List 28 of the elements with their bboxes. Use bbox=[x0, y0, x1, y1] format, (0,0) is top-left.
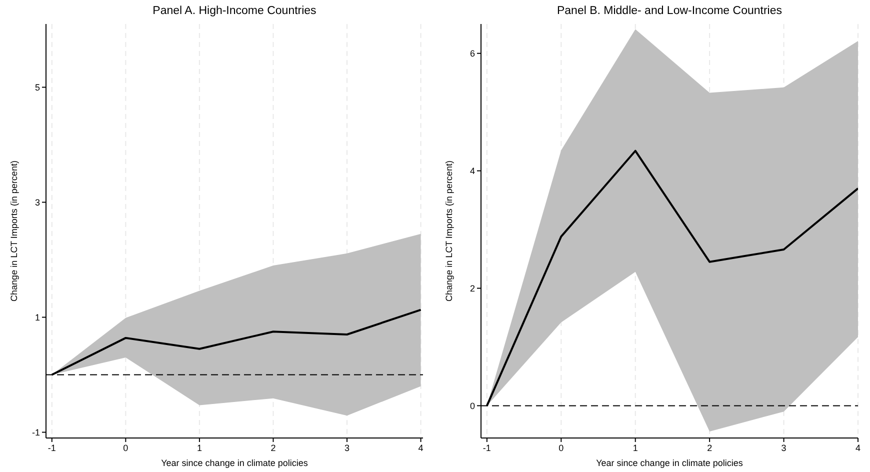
y-tick-label: 5 bbox=[34, 82, 40, 92]
x-tick-label: 1 bbox=[196, 443, 202, 453]
x-tick-label: 0 bbox=[558, 443, 564, 453]
y-tick-label: 1 bbox=[34, 312, 40, 322]
line-series bbox=[486, 150, 858, 407]
chart-title: Panel A. High-Income Countries bbox=[152, 5, 317, 17]
x-tick-label: 2 bbox=[270, 443, 276, 453]
chart-title: Panel B. Middle- and Low-Income Countries bbox=[556, 5, 782, 17]
x-tick-label: -1 bbox=[48, 443, 56, 453]
y-axis-title: Change in LCT Imports (in percent) bbox=[9, 160, 19, 302]
x-tick-label: 1 bbox=[632, 443, 638, 453]
x-tick-label: 3 bbox=[344, 443, 350, 453]
y-tick-label: 2 bbox=[470, 283, 475, 294]
y-tick-label: 6 bbox=[470, 48, 475, 59]
x-tick-label: 4 bbox=[418, 443, 424, 453]
y-tick-label: 3 bbox=[34, 197, 40, 208]
x-tick-label: 4 bbox=[855, 443, 861, 453]
y-tick-label: -1 bbox=[32, 427, 40, 438]
x-axis-title: Year since change in climate policies bbox=[161, 458, 308, 468]
x-tick-label: 3 bbox=[781, 443, 786, 453]
x-tick-label: 0 bbox=[123, 443, 128, 453]
line-series bbox=[50, 308, 422, 376]
y-axis-title: Change in LCT Imports (in percent) bbox=[444, 160, 454, 302]
y-tick-label: 0 bbox=[470, 400, 475, 411]
y-tick-label: 4 bbox=[470, 166, 475, 176]
x-tick-label: 2 bbox=[707, 443, 712, 453]
x-axis-title: Year since change in climate policies bbox=[596, 458, 744, 468]
x-tick-label: -1 bbox=[482, 443, 491, 453]
